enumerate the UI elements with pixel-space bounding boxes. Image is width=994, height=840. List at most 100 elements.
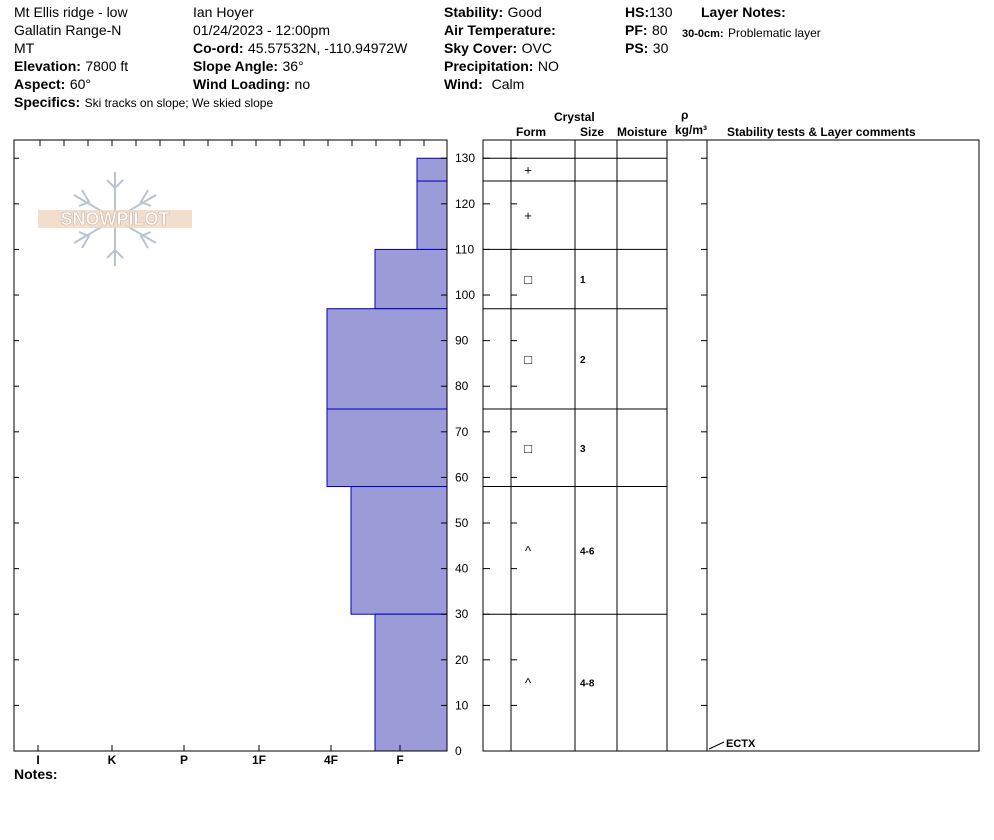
crystal-form-symbol-2: □ [524,272,532,287]
hardness-bar-6 [374,613,448,752]
wind-value: Calm [491,76,525,92]
elevation-value: 7800 ft [85,58,129,74]
hardness-label-4F: 4F [324,753,338,767]
stability-label: Stability: [444,4,504,20]
hs-value: 130 [649,4,673,20]
ytick-label-100: 100 [455,288,475,302]
crystal-size-6: 4-8 [580,679,595,690]
ps-row: PS: 30 [625,41,668,57]
ytick-label-40: 40 [455,562,469,576]
precip-value: NO [537,58,559,74]
aspect-label: Aspect: [14,76,66,92]
ytick-label-130: 130 [455,151,475,165]
ytick-label-70: 70 [455,425,469,439]
ytick-label-20: 20 [455,653,469,667]
slope-row: Slope Angle: 36° [193,59,304,75]
crystal-form-symbol-0: + [524,163,532,178]
ytick-label-90: 90 [455,334,469,348]
sky-value: OVC [521,40,552,56]
hardness-bar-2 [374,248,448,310]
size-header: Size [580,125,605,139]
hardness-label-1F: 1F [252,753,266,767]
hardness-layers [326,157,448,752]
sky-row: Sky Cover: OVC [444,41,552,57]
hardness-bar-0 [416,157,448,182]
air-temp-row: Air Temperature: [444,23,556,39]
crystal-header: Crystal [554,110,595,124]
ytick-label-50: 50 [455,516,469,530]
layer-note-row: 30-0cm: Problematic layer [682,25,821,41]
layer-notes-label: Layer Notes: [701,4,786,20]
snowpilot-logo: SNOWPILOT [38,172,192,266]
coord-value: 45.57532N, -110.94972W [248,40,408,56]
hardness-bar-4 [326,408,448,488]
ytick-label-80: 80 [455,379,469,393]
ytick-label-110: 110 [455,242,474,256]
logo-text: SNOWPILOT [61,209,170,229]
crystal-form-symbol-5: ^ [525,543,532,558]
layer-note-text: Problematic layer [728,26,821,40]
crystal-form-symbol-6: ^ [525,676,532,691]
aspect-value: 60° [69,76,91,92]
test-result: ECTX [726,738,756,750]
coord-label: Co-ord: [193,40,244,56]
datetime: 01/24/2023 - 12:00pm [193,22,330,38]
density-unit-header: kg/m³ [675,123,708,137]
elevation-label: Elevation: [14,58,81,74]
pf-value: 80 [652,22,668,38]
crystal-size-4: 3 [580,444,586,455]
location: Mt Ellis ridge - low [14,4,128,20]
hardness-bar-1 [416,180,448,250]
hardness-label-K: K [108,753,117,767]
slope-value: 36° [282,58,304,74]
layer-rows: + + □ 1 □ 2 □ 3 ^ 4-6 ^ 4-8 [483,157,667,691]
slope-label: Slope Angle: [193,58,279,74]
hardness-plot-frame [13,139,448,752]
hardness-bar-3 [326,308,448,410]
specifics-label: Specifics: [14,94,81,110]
crystal-form-symbol-4: □ [524,441,532,456]
ps-label: PS: [625,40,649,56]
hardness-label-P: P [180,753,188,767]
wind-row: Wind: Calm [444,77,524,93]
specifics-value: Ski tracks on slope; We skied slope [84,96,274,110]
ytick-label-30: 30 [455,607,469,621]
hardness-bar-5 [350,486,448,615]
coord-row: Co-ord: 45.57532N, -110.94972W [193,41,407,57]
form-header: Form [516,125,546,139]
ytick-label-0: 0 [455,744,462,758]
ytick-label-10: 10 [455,698,469,712]
pf-label: PF: [625,22,648,38]
precip-row: Precipitation: NO [444,59,559,75]
crystal-size-5: 4-6 [580,546,595,557]
precip-label: Precipitation: [444,58,534,74]
test-pointer [708,741,725,750]
stability-comments-header: Stability tests & Layer comments [727,125,916,139]
hardness-label-I: I [36,753,39,767]
notes-label: Notes: [14,766,58,782]
aspect-row: Aspect: 60° [14,77,91,93]
hs-row: HS:130 [625,5,672,21]
crystal-size-3: 2 [580,355,586,366]
observer: Ian Hoyer [193,4,254,20]
wind-loading-label: Wind Loading: [193,76,291,92]
crystal-size-2: 1 [580,275,586,286]
ytick-label-60: 60 [455,470,469,484]
sky-label: Sky Cover: [444,40,518,56]
rho-header: ρ [681,108,689,122]
layer-note-range: 30-0cm: [682,28,724,40]
wind-label: Wind: [444,76,483,92]
state: MT [14,40,35,56]
stability-value: Good [507,4,542,20]
pf-row: PF: 80 [625,23,668,39]
specifics-row: Specifics: Ski tracks on slope; We skied… [14,95,273,111]
range: Gallatin Range-N [14,22,122,38]
hs-label: HS: [625,4,650,20]
stability-row: Stability: Good [444,5,542,21]
layer-table-frame [482,139,980,752]
ytick-label-120: 120 [455,197,475,211]
crystal-form-symbol-1: + [524,208,532,223]
elevation-row: Elevation: 7800 ft [14,59,128,75]
moisture-header: Moisture [617,125,668,139]
